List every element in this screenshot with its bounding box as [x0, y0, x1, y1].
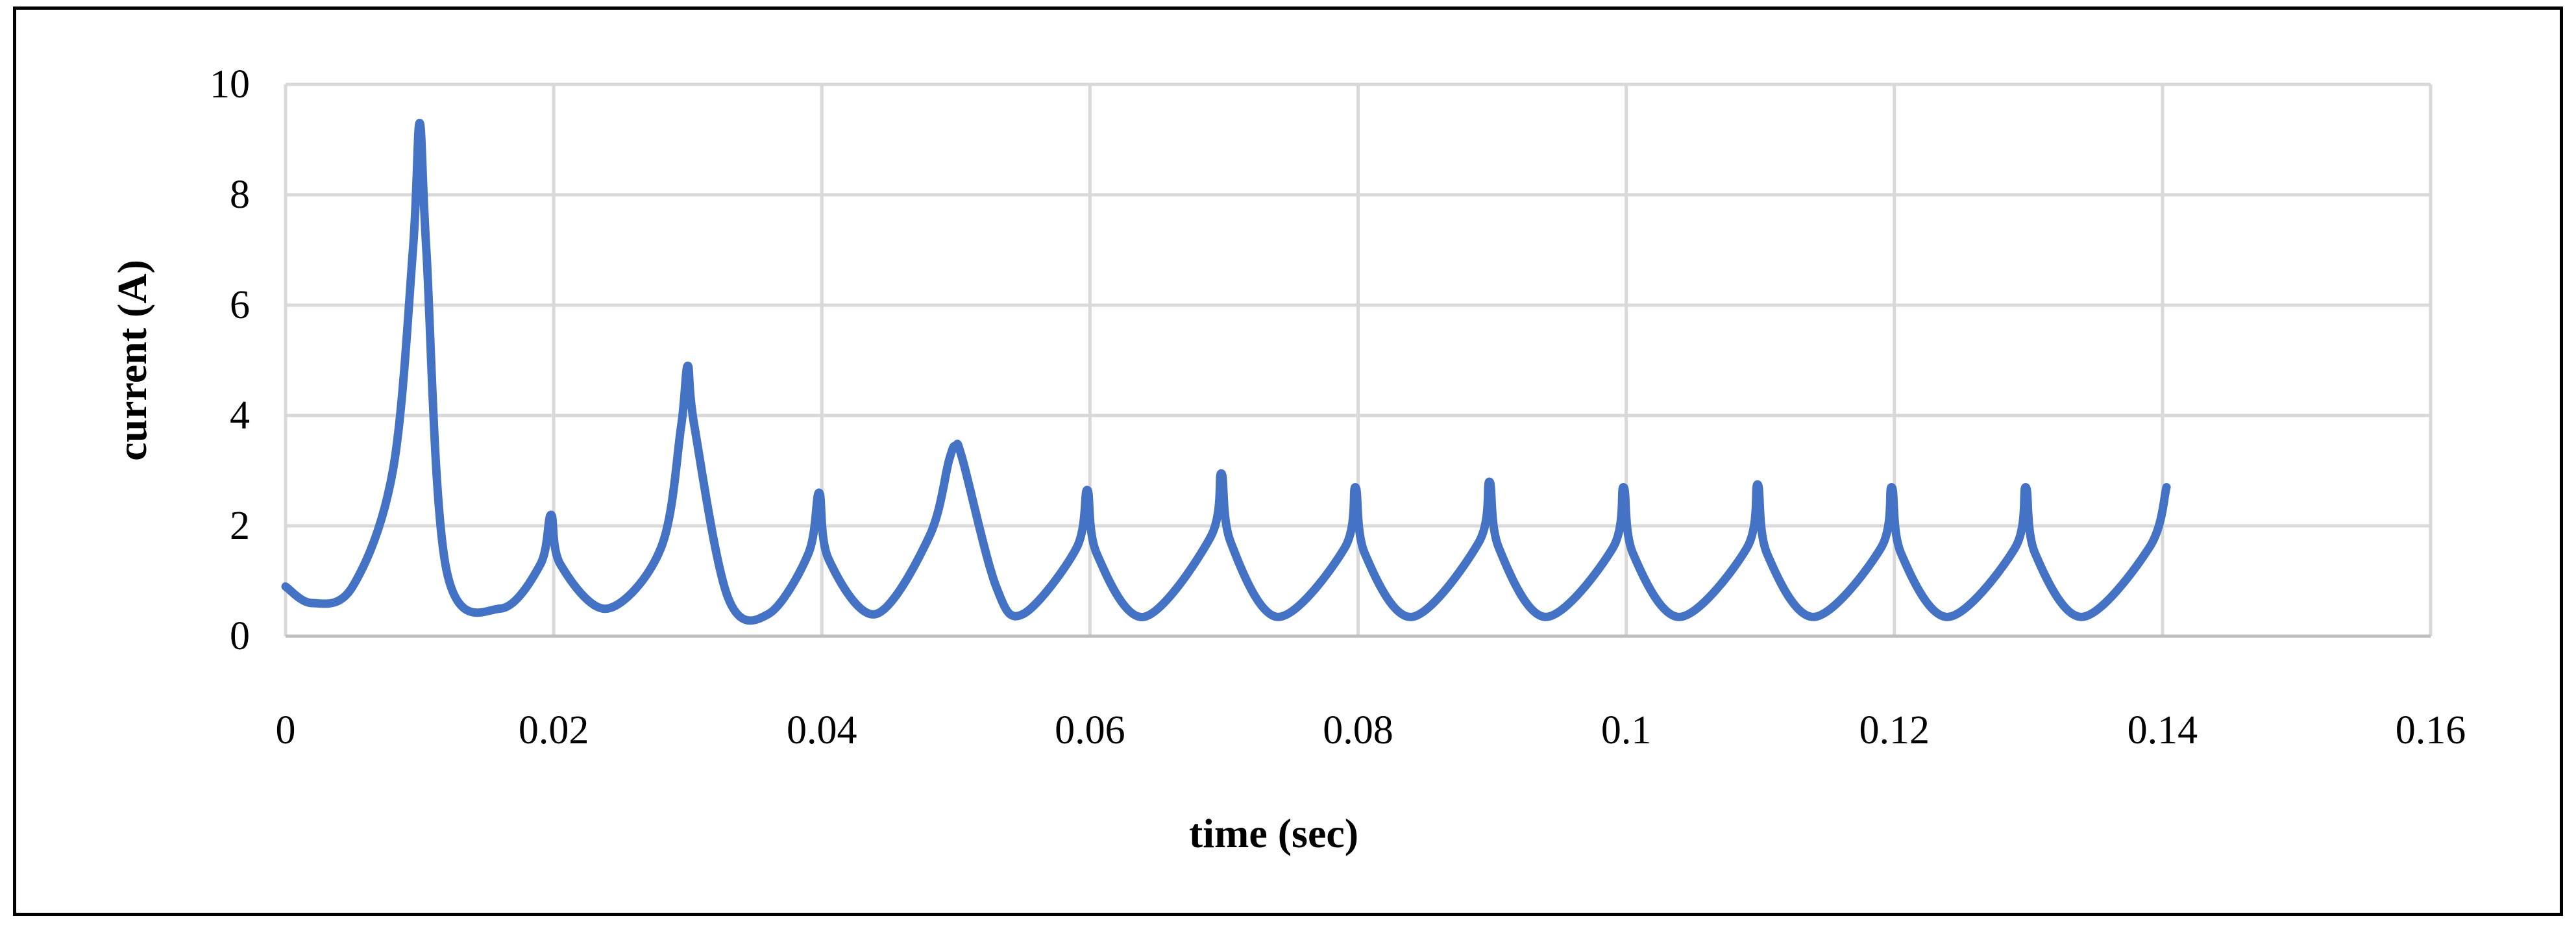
x-tick-label: 0.04: [787, 708, 857, 752]
chart-frame: 0 2 4 6 8 10 0 0.02 0.04 0.06 0.08 0.1 0.12 0.14 0.16…: [13, 6, 2563, 916]
x-tick-label: 0.02: [519, 708, 589, 752]
x-tick-label: 0.16: [2396, 708, 2466, 752]
y-tick-label: 10: [210, 62, 250, 106]
y-tick-label: 4: [230, 393, 250, 438]
x-tick-label: 0.12: [1859, 708, 1930, 752]
x-axis-title: time (sec): [1189, 810, 1358, 856]
y-tick-labels: 0 2 4 6 8 10: [210, 62, 250, 658]
series-layer: [281, 119, 2171, 625]
line-chart: 0 2 4 6 8 10 0 0.02 0.04 0.06 0.08 0.1 0.12 0.14 0.16…: [109, 62, 2466, 856]
y-tick-label: 6: [230, 283, 250, 327]
x-tick-label: 0.1: [1601, 708, 1652, 752]
x-tick-label: 0.08: [1323, 708, 1393, 752]
y-tick-label: 2: [230, 504, 250, 548]
y-tick-label: 0: [230, 614, 250, 658]
x-tick-labels: 0 0.02 0.04 0.06 0.08 0.1 0.12 0.14 0.16: [276, 708, 2466, 752]
y-axis-title: current (A): [109, 260, 155, 461]
x-tick-label: 0.06: [1055, 708, 1125, 752]
series-line: [281, 119, 2171, 625]
x-tick-label: 0.14: [2128, 708, 2198, 752]
grid-lines: [284, 82, 2433, 638]
y-tick-label: 8: [230, 173, 250, 217]
x-tick-label: 0: [276, 708, 296, 752]
